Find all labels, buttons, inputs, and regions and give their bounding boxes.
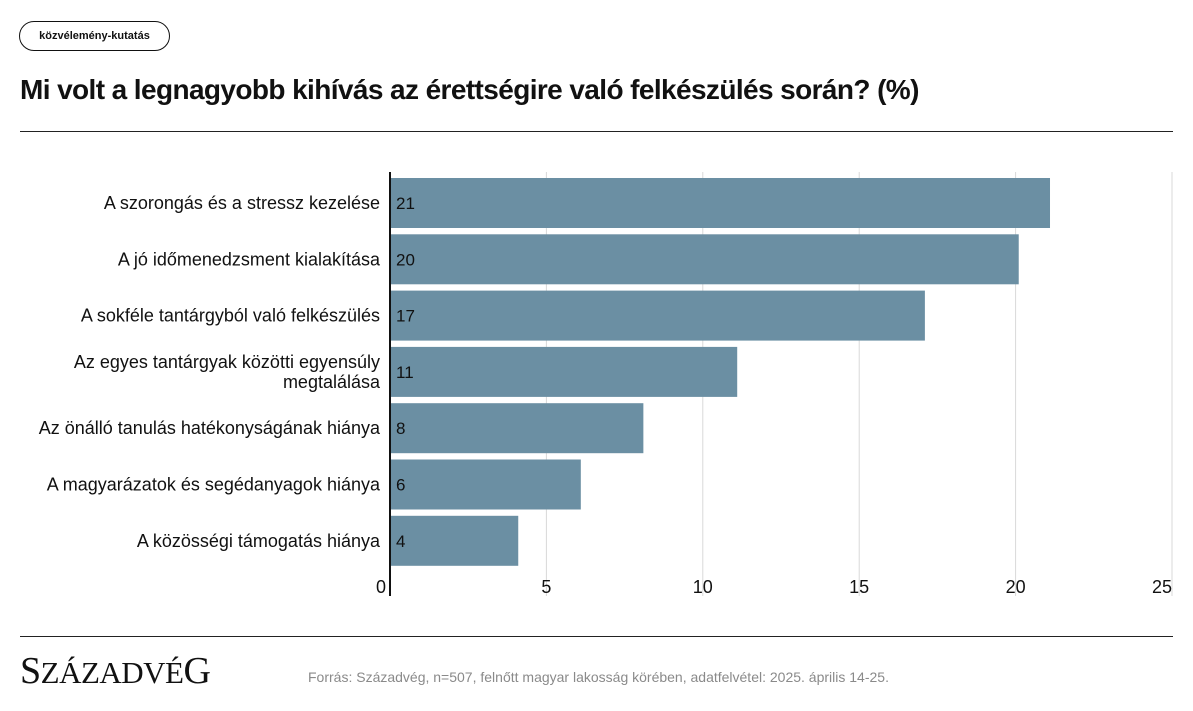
data-label: 20 [396,250,415,269]
data-label: 17 [396,307,415,326]
bars [390,178,1051,566]
bar[interactable] [390,178,1051,228]
bar[interactable] [390,515,519,566]
bar[interactable] [390,234,1019,285]
data-label: 6 [396,476,405,495]
x-tick-label: 20 [1006,577,1026,597]
szazadveg-logo: SZÁZADVÉG [20,650,211,692]
category-labels: A szorongás és a stressz kezelése A jó id… [39,193,381,551]
category-label: Az önálló tanulás hatékonyságának hiánya [39,418,381,438]
x-axis-ticks: 0 5 10 15 20 25 [376,577,1172,597]
x-tick-label: 5 [541,577,551,597]
chart-title: Mi volt a legnagyobb kihívás az érettség… [20,74,919,105]
bar[interactable] [390,403,644,454]
source-note: Forrás: Századvég, n=507, felnőtt magyar… [308,669,889,685]
bar[interactable] [390,459,581,510]
data-label: 21 [396,194,415,213]
x-tick-label: 15 [849,577,869,597]
category-label: A magyarázatok és segédanyagok hiánya [47,475,381,495]
category-tag[interactable]: közvélemény-kutatás [19,21,170,51]
category-label: megtalálása [283,372,381,392]
category-label: A közösségi támogatás hiánya [137,531,381,551]
data-label: 11 [396,363,414,382]
top-divider [20,131,1173,132]
data-label: 8 [396,419,405,438]
bar[interactable] [390,346,738,397]
bar[interactable] [390,290,925,341]
x-tick-label: 0 [376,577,386,597]
category-label: A jó időmenedzsment kialakítása [118,249,381,269]
category-label: A szorongás és a stressz kezelése [104,193,380,213]
x-tick-label: 10 [693,577,713,597]
category-label: Az egyes tantárgyak közötti egyensúly [74,352,380,372]
value-labels: 21 20 17 11 8 6 4 [396,194,415,551]
bottom-divider [20,636,1173,637]
x-tick-label: 25 [1152,577,1172,597]
category-label: A sokféle tantárgyból való felkészülés [81,306,380,326]
data-label: 4 [396,532,405,551]
